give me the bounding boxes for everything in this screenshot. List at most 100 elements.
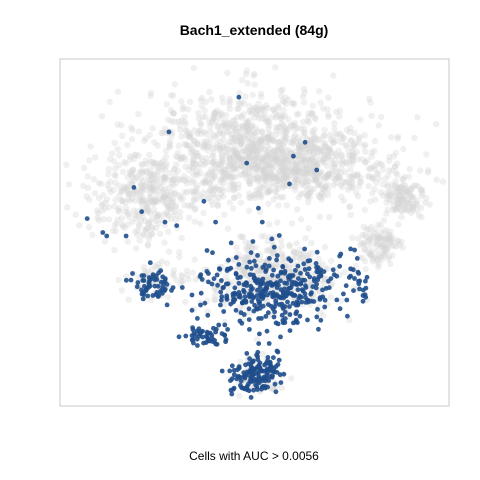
background-cell-point [308,170,316,177]
background-cell-point [229,164,236,172]
background-cell-point [272,138,279,146]
background-cell-point [290,134,297,141]
background-cell-point [239,76,246,84]
background-cell-point [127,197,134,204]
background-cell-point [340,197,347,204]
background-cell-point [241,269,248,276]
background-cell-point [238,133,245,140]
background-cell-point [260,165,268,172]
background-cell-point [278,146,285,154]
highlighted-cell-point [236,280,242,286]
background-cell-point [291,122,298,130]
background-cell-point [307,156,314,164]
background-cell-point [201,178,208,185]
background-cell-point [209,113,217,120]
background-cell-point [377,222,384,229]
highlighted-cell-point [271,314,277,320]
highlighted-cell-point [357,278,363,284]
background-cell-point [365,173,373,180]
background-cell-point [126,168,133,175]
background-cell-point [197,119,204,127]
background-cell-point [386,234,393,241]
background-cell-point [345,148,352,155]
background-cell-point [182,298,189,306]
background-cell-point [310,172,317,180]
background-cell-point [276,176,284,183]
background-cell-point [347,165,354,173]
highlighted-cell-point [169,288,174,293]
background-cell-point [236,101,244,108]
background-cell-point [164,202,171,210]
background-cell-point [384,181,392,188]
background-cell-point [254,164,262,171]
background-cell-point [281,155,288,163]
background-cell-point [264,118,272,126]
background-cell-point [320,312,327,319]
background-cell-point [203,144,211,151]
background-cell-point [166,205,173,212]
background-cell-point [398,188,406,195]
background-cell-point [329,160,336,168]
background-cell-point [146,180,153,188]
background-cell-point [113,220,120,227]
background-cell-point [194,189,201,196]
background-cell-point [299,163,307,171]
background-cell-point [373,170,381,177]
background-cell-point [261,170,268,177]
background-cell-point [280,107,287,114]
background-cell-point [160,178,168,185]
highlighted-cell-point [355,269,361,275]
background-cell-point [219,122,227,129]
background-cell-point [150,200,157,207]
highlighted-cell-point [298,280,304,286]
highlighted-cell-point [260,265,266,270]
background-cell-point [222,123,229,130]
background-cell-point [339,134,346,142]
background-cell-point [238,114,246,121]
background-cell-point [145,220,152,227]
background-cell-point [189,146,196,153]
background-cell-point [389,182,396,189]
background-cell-point [216,161,223,168]
background-cell-point [268,155,275,162]
background-cell-point [373,247,380,255]
background-cell-point [263,138,270,145]
background-cell-point [234,138,241,145]
background-cell-point [153,168,161,176]
background-cell-point [301,133,308,140]
background-cell-point [293,111,301,118]
background-cell-point [257,156,265,163]
highlighted-cell-point [244,264,250,270]
background-cell-point [242,124,250,131]
background-cell-point [392,204,399,212]
background-cell-point [174,167,182,175]
background-cell-point [146,194,153,201]
background-cell-point [295,142,303,149]
background-cell-point [246,117,253,124]
background-cell-point [361,143,368,150]
highlighted-cell-point [219,278,224,283]
background-cell-point [326,145,333,152]
background-cell-point [131,152,138,159]
background-cell-point [393,184,401,191]
background-cell-point [201,141,208,148]
background-cell-point [375,234,382,241]
background-cell-point [246,253,253,261]
background-cell-point [279,254,287,261]
background-cell-point [292,165,299,172]
highlighted-cell-point [205,331,211,336]
background-cell-point [148,184,156,192]
background-cell-point [234,157,241,164]
background-cell-point [110,186,117,194]
background-cell-point [244,125,251,133]
highlighted-cell-point [269,236,275,242]
background-cell-point [84,173,92,180]
background-cell-point [252,243,259,251]
highlighted-cell-point [123,277,129,283]
background-cell-point [273,192,280,200]
background-cell-point [182,177,189,184]
background-cell-point [380,247,388,254]
background-cell-point [304,186,311,194]
background-cell-point [235,392,243,400]
background-cell-point [210,149,217,156]
